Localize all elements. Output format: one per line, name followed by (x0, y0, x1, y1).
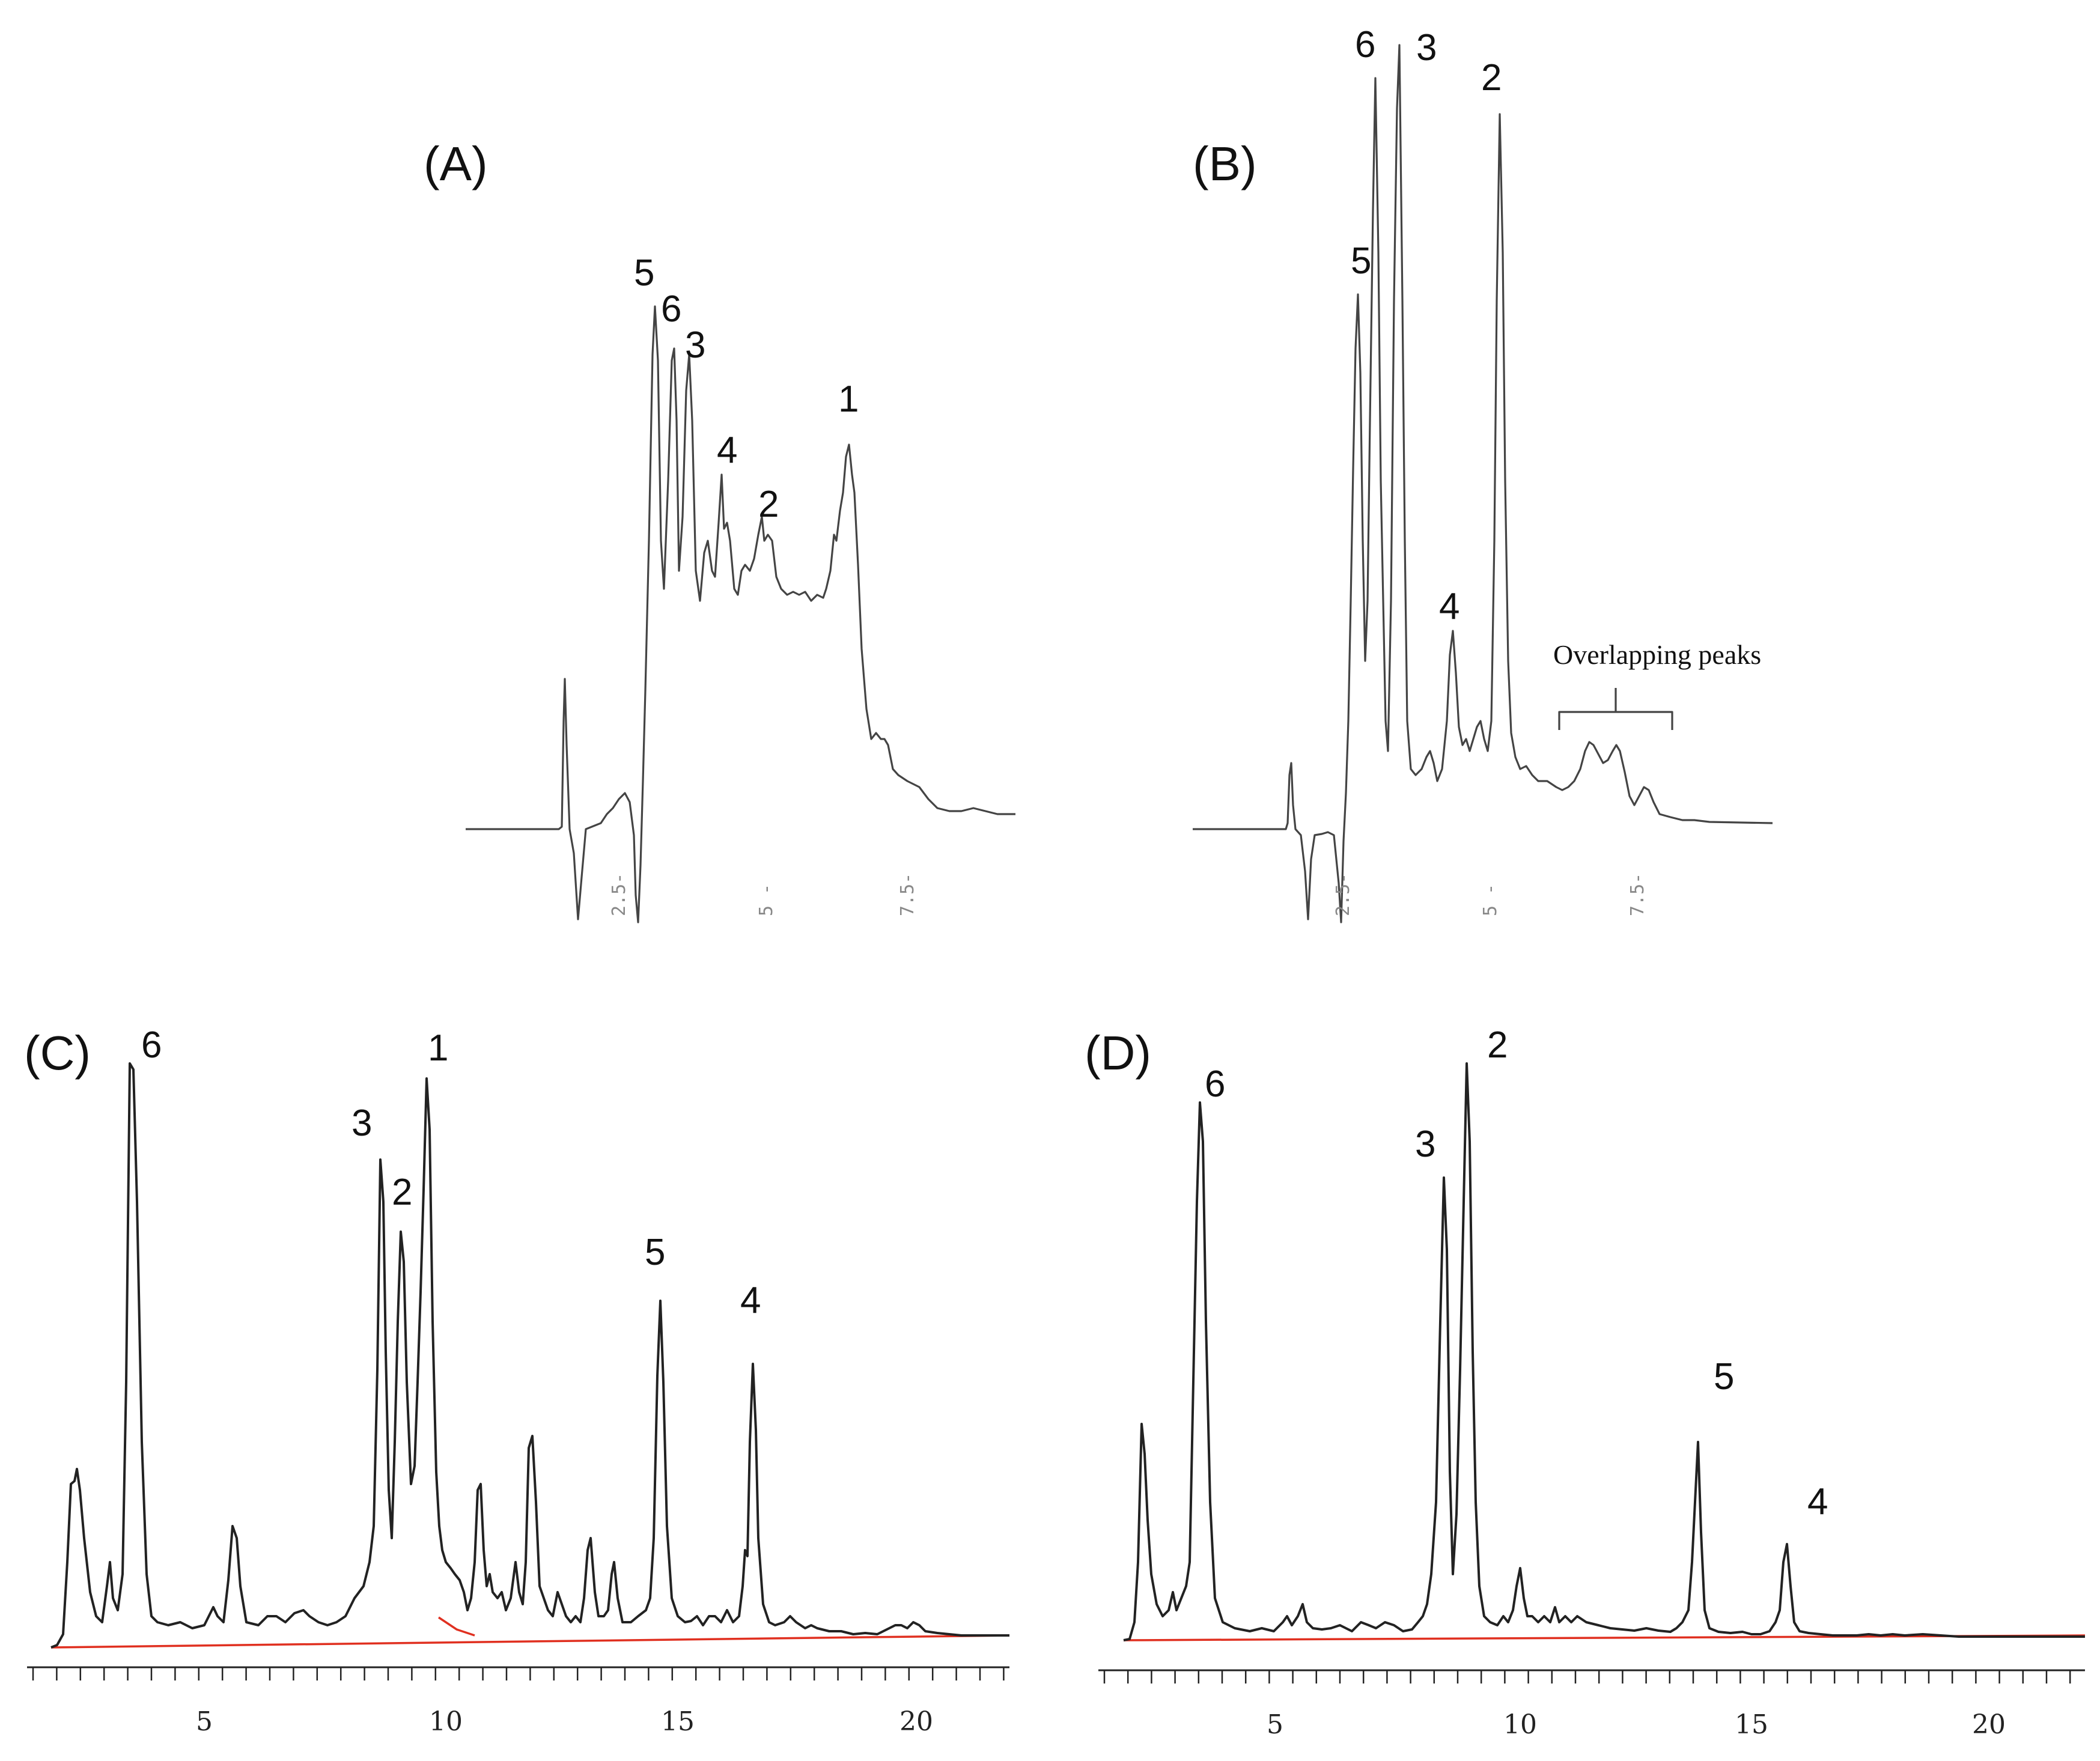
peak-label: 3 (352, 1103, 372, 1144)
panel-d-tick-label: 10 (1503, 1709, 1537, 1740)
peak-label: 5 (634, 252, 654, 294)
peak-label: 2 (1481, 57, 1502, 99)
peak-label: 5 (645, 1232, 665, 1273)
panel-c-tick-label: 15 (661, 1706, 695, 1737)
peak-label: 5 (1714, 1356, 1734, 1398)
panel-c-tick-label: 20 (899, 1706, 933, 1737)
panel-a-tick-label: 7.5- (897, 873, 918, 916)
panel-d-peak-labels: 6 3 2 5 4 (1205, 1024, 1828, 1522)
panel-d-tick-label: 5 (1267, 1709, 1283, 1740)
peak-label: 4 (740, 1280, 761, 1321)
panel-c-label: (C) (24, 1026, 91, 1080)
panel-c: (C) 5 10 15 20 6 3 2 1 5 4 (24, 1024, 1010, 1737)
panel-c-tick-label: 10 (429, 1706, 463, 1737)
peak-label: 4 (717, 430, 737, 471)
panel-d-tick-label: 15 (1735, 1709, 1768, 1740)
panel-a-trace (466, 305, 1015, 923)
panel-c-tick-labels: 5 10 15 20 (196, 1706, 933, 1737)
panel-b-tick-label: 7.5- (1627, 873, 1648, 916)
overlap-annotation: Overlapping peaks (1553, 639, 1761, 670)
panel-a-label: (A) (424, 137, 488, 190)
peak-label: 2 (1487, 1024, 1508, 1066)
peak-label: 4 (1807, 1481, 1828, 1522)
panel-c-tick-label: 5 (196, 1706, 213, 1737)
panel-d-label: (D) (1085, 1026, 1151, 1080)
peak-label: 3 (1416, 27, 1437, 68)
peak-label: 6 (1205, 1063, 1225, 1105)
panel-a: (A) 2.5- 5 - 7.5- 5 6 3 4 2 1 (424, 137, 1015, 923)
panel-d-baseline (1123, 1634, 2086, 1641)
peak-label: 1 (428, 1027, 448, 1069)
panel-c-peak-labels: 6 3 2 1 5 4 (141, 1024, 761, 1321)
panel-a-peak-labels: 5 6 3 4 2 1 (634, 252, 859, 525)
panel-a-tick-label: 5 - (756, 884, 777, 916)
panel-b-tick-label: 5 - (1480, 884, 1501, 916)
peak-label: 6 (1355, 24, 1375, 65)
panel-d-trace (1123, 1062, 2085, 1641)
panel-b-ticks: 2.5- 5 - 7.5- (1333, 873, 1648, 916)
panel-c-baseline-fit (438, 1616, 475, 1637)
peak-label: 6 (141, 1024, 162, 1066)
panel-d-x-ticks (1103, 1670, 2071, 1683)
panel-b-overlap-bracket: Overlapping peaks (1553, 639, 1761, 730)
panel-b-tick-label: 2.5- (1333, 873, 1354, 916)
peak-label: 5 (1351, 240, 1371, 282)
panel-b-peak-labels: 5 6 3 4 2 (1351, 24, 1502, 627)
panel-b-trace (1193, 44, 1773, 923)
panel-d: (D) 5 10 15 20 6 3 2 5 4 (1085, 1024, 2086, 1740)
panel-a-ticks: 2.5- 5 - 7.5- (609, 873, 918, 916)
peak-label: 3 (685, 324, 705, 366)
panel-b-label: (B) (1193, 137, 1257, 190)
panel-a-tick-label: 2.5- (609, 873, 630, 916)
peak-label: 6 (661, 288, 681, 330)
peak-label: 2 (392, 1172, 412, 1213)
panel-c-baseline (50, 1634, 1010, 1649)
peak-label: 4 (1439, 586, 1459, 627)
panel-c-trace (50, 1062, 1009, 1649)
peak-label: 2 (758, 484, 779, 525)
peak-label: 3 (1415, 1124, 1435, 1165)
panel-d-tick-labels: 5 10 15 20 (1267, 1709, 2006, 1740)
peak-label: 1 (838, 379, 859, 420)
panel-b: (B) Overlapping peaks 2.5- 5 - 7.5- 5 6 … (1193, 24, 1773, 923)
panel-d-tick-label: 20 (1972, 1709, 2006, 1740)
panel-c-x-ticks (32, 1667, 1005, 1680)
